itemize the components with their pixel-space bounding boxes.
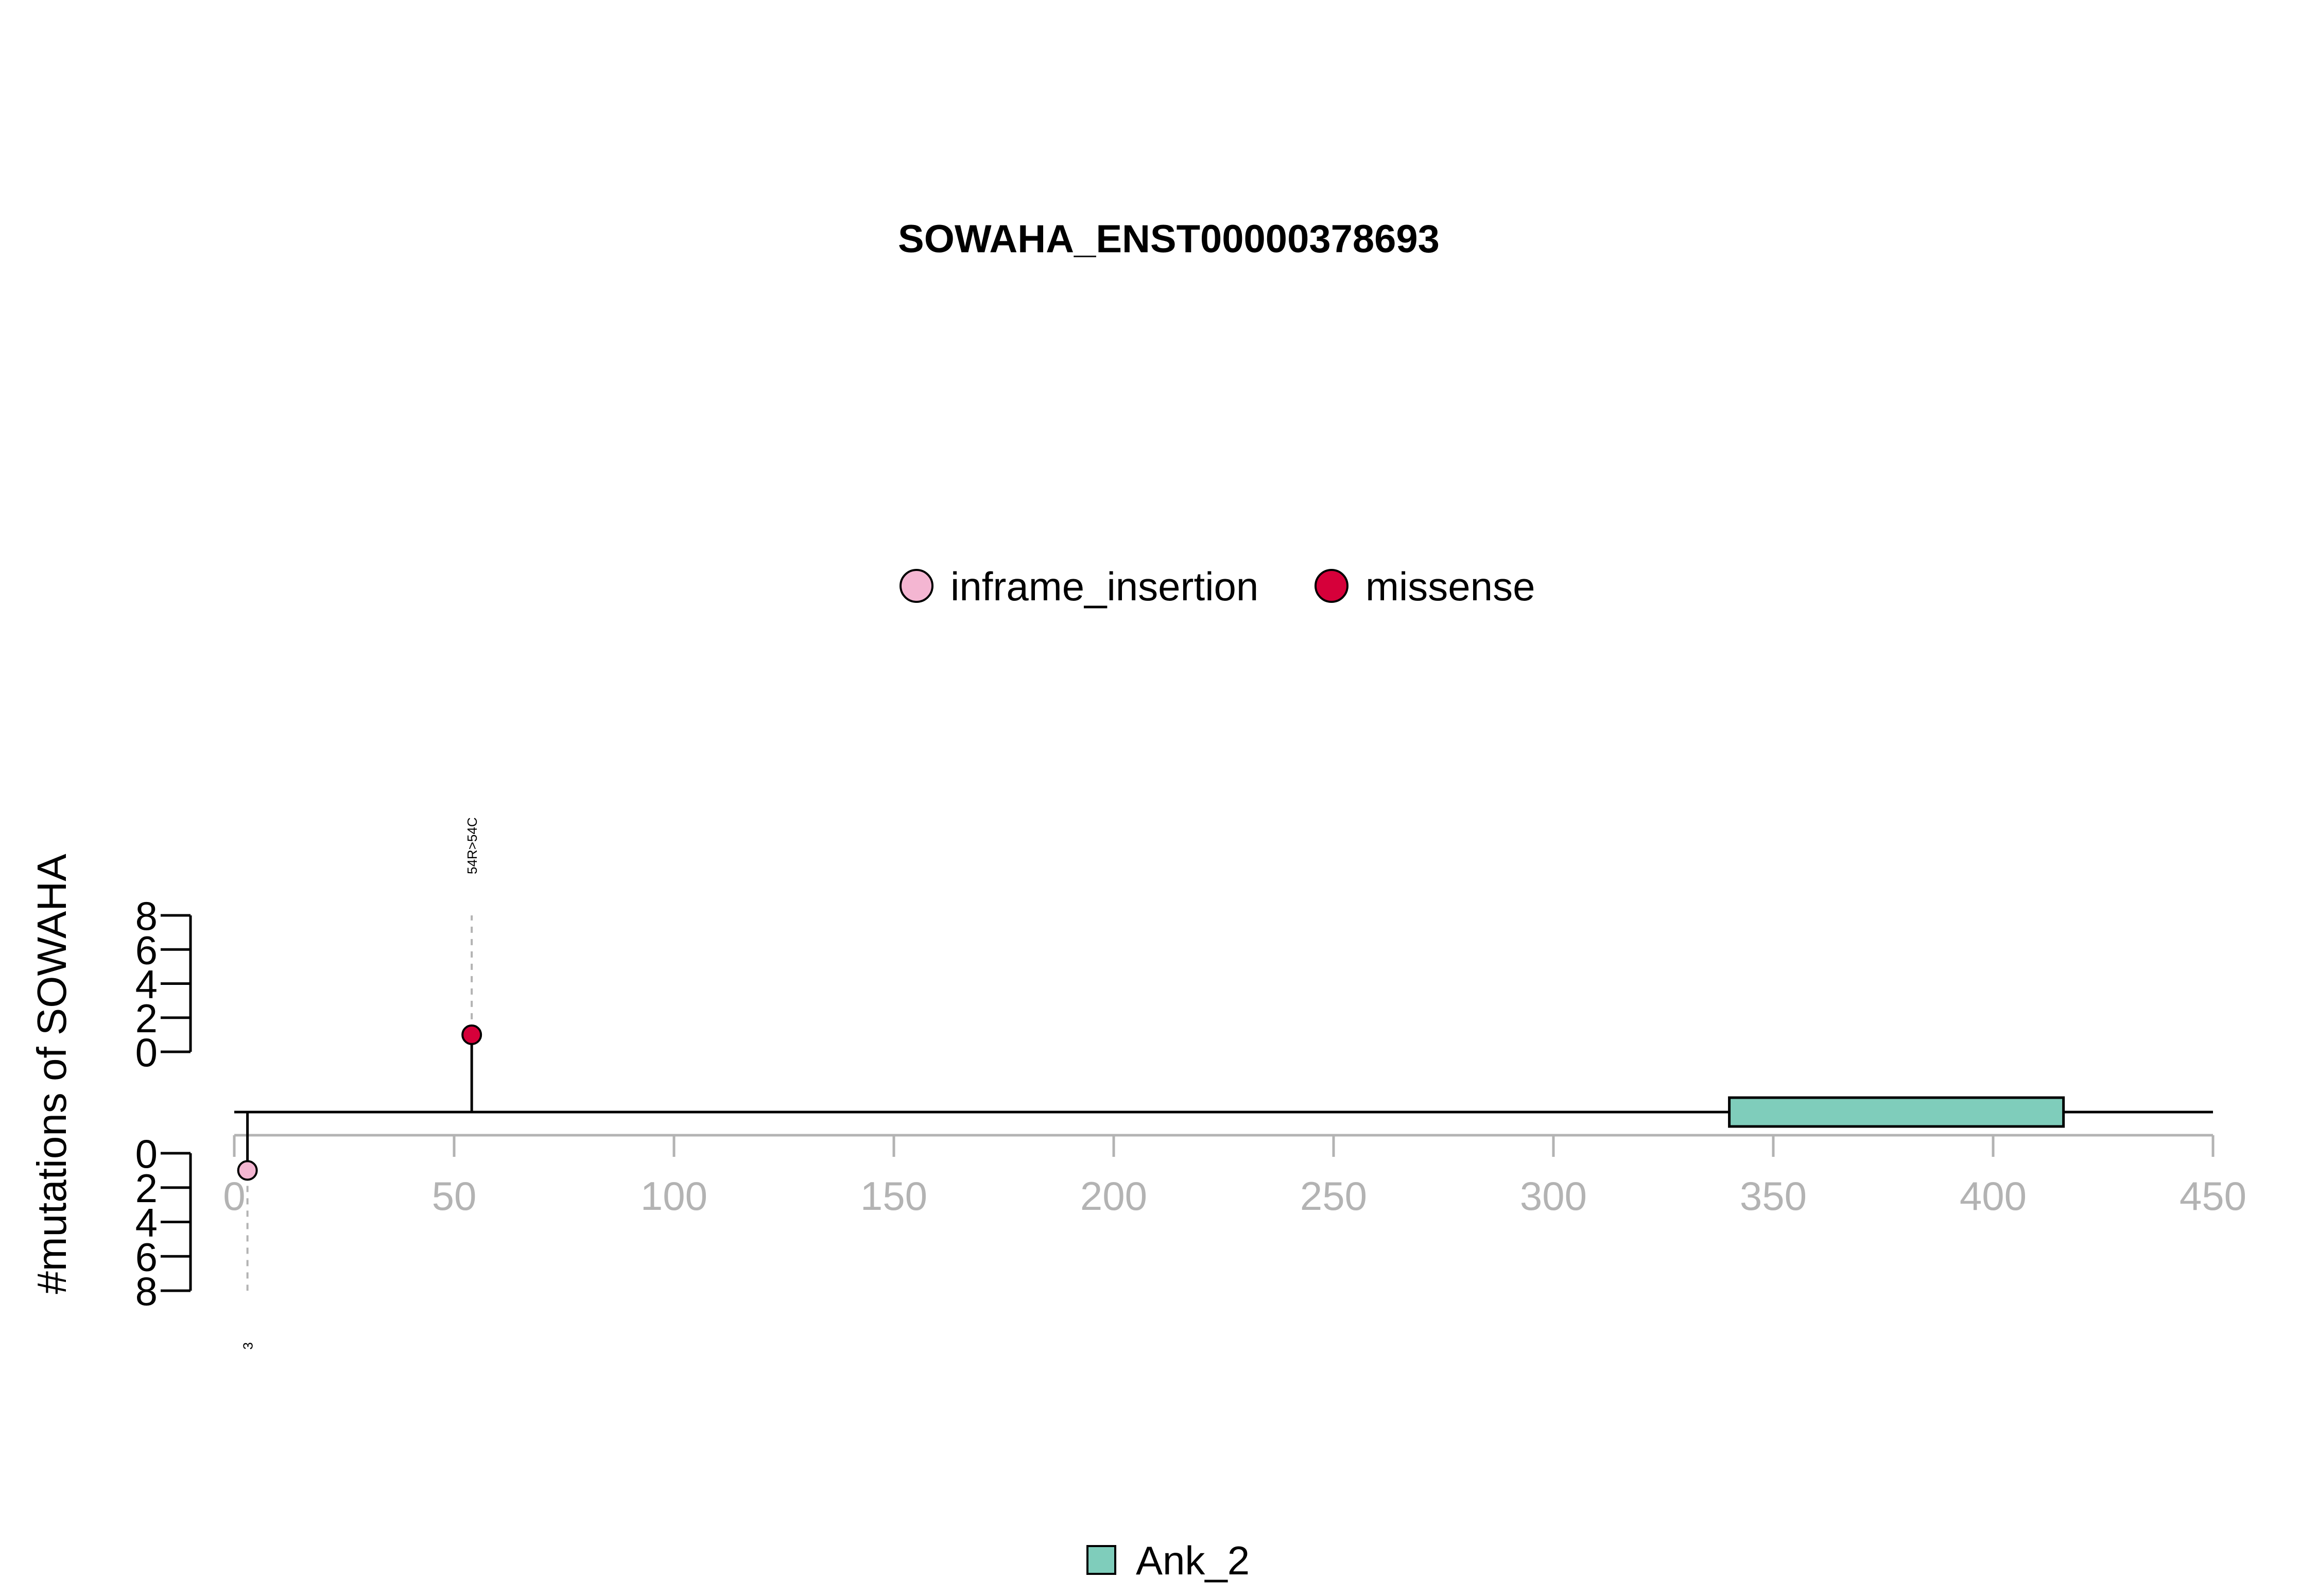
domain-ank-2: [1728, 1096, 2065, 1128]
x-tick-label: 300: [1520, 1173, 1587, 1219]
x-tick-label: 100: [641, 1173, 707, 1219]
x-tick-label: 50: [432, 1173, 477, 1219]
chart-title: SOWAHA_ENST00000378693: [898, 217, 1440, 261]
mutation-point: [237, 1160, 258, 1181]
legend-swatch-ank-2: [1086, 1545, 1116, 1575]
mutation-point: [461, 1024, 482, 1045]
top-y-tick-label: 8: [135, 893, 158, 939]
domains: [1728, 1096, 2065, 1128]
mutation-inframe_insertion: 3: [237, 1112, 258, 1349]
legend-label-inframe-insertion: inframe_insertion: [950, 564, 1258, 609]
mutations: 54R>54C 3: [237, 817, 482, 1349]
x-tick-label: 400: [1960, 1173, 2027, 1219]
top-y-tick-label: 0: [135, 1030, 158, 1075]
y-axis-label: #mutations of SOWAHA: [29, 854, 75, 1294]
x-tick-label: 0: [223, 1173, 245, 1219]
x-tick-label: 200: [1080, 1173, 1147, 1219]
bottom-y-tick-label: 2: [135, 1166, 158, 1211]
x-tick-label: 250: [1300, 1173, 1367, 1219]
top-y-tick-label: 4: [135, 962, 158, 1007]
bottom-y-tick-label: 6: [135, 1234, 158, 1279]
domain-legend: Ank_2: [1086, 1538, 1250, 1583]
mutation-legend: inframe_insertion missense: [900, 564, 1535, 609]
mutation-label: 3: [240, 1342, 256, 1349]
bottom-y-tick-label: 8: [135, 1269, 158, 1314]
x-tick-label: 150: [860, 1173, 927, 1219]
legend-label-ank-2: Ank_2: [1136, 1538, 1250, 1583]
x-axis: 0 50 100 150 200 250 300 350 400 450: [223, 1134, 2246, 1219]
legend-swatch-missense: [1315, 569, 1348, 603]
top-y-tick-label: 2: [135, 996, 158, 1041]
legend-swatch-inframe-insertion: [900, 569, 933, 603]
bottom-y-tick-label: 4: [135, 1200, 158, 1245]
mutation-missense: 54R>54C: [461, 817, 482, 1112]
legend-label-missense: missense: [1365, 564, 1535, 609]
mutation-label: 54R>54C: [464, 817, 480, 874]
x-tick-label: 450: [2180, 1173, 2246, 1219]
x-tick-label: 350: [1740, 1173, 1807, 1219]
bottom-y-tick-label: 0: [135, 1131, 158, 1176]
top-y-tick-label: 6: [135, 927, 158, 973]
